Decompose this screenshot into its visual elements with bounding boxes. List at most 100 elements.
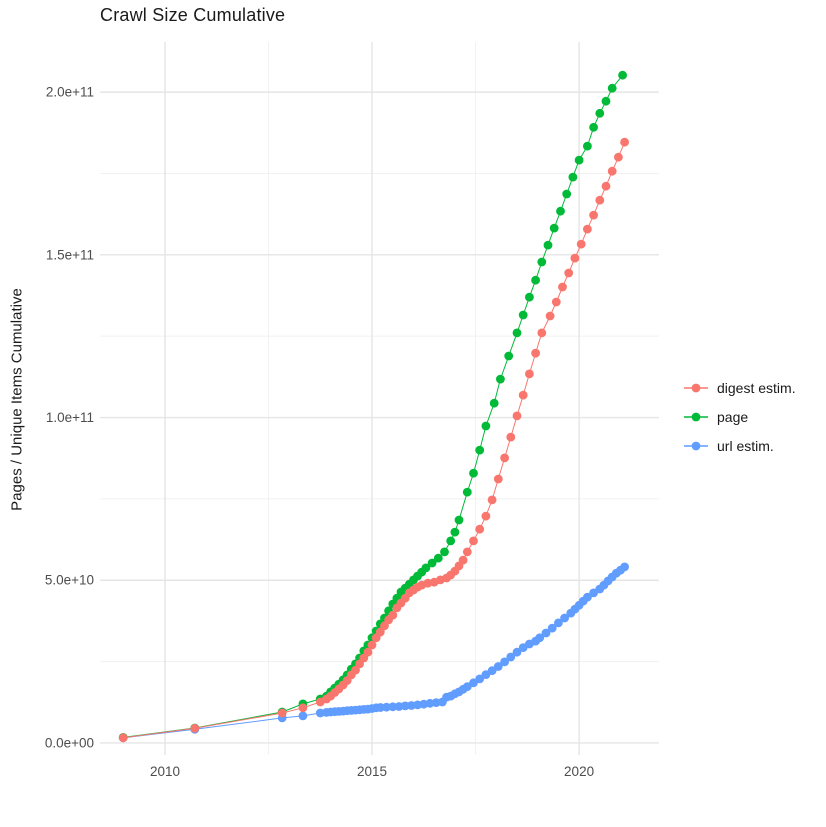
data-point: [543, 240, 553, 250]
data-point: [558, 282, 567, 292]
data-point: [541, 628, 551, 638]
data-point: [375, 703, 385, 712]
legend-item-digest-estim: digest estim.: [683, 380, 796, 396]
data-point: [446, 536, 456, 546]
data-point: [620, 137, 629, 147]
data-point: [388, 702, 398, 712]
data-point: [475, 445, 485, 455]
y-tick-label: 2.0e+11: [46, 85, 94, 100]
data-point: [537, 257, 547, 267]
data-point: [614, 152, 623, 162]
y-tick-label: 1.0e+11: [46, 410, 94, 425]
data-point: [487, 666, 497, 676]
data-point: [583, 224, 592, 234]
data-point: [518, 390, 528, 400]
data-point: [427, 558, 437, 568]
data-point: [589, 210, 598, 220]
data-point: [560, 613, 569, 623]
data-point: [512, 411, 522, 421]
data-point: [518, 310, 528, 320]
data-point: [595, 108, 605, 118]
data-point: [382, 702, 391, 712]
data-point: [481, 421, 491, 431]
legend-label-digest-estim: digest estim.: [717, 380, 796, 396]
data-point: [568, 172, 578, 182]
data-point: [298, 711, 308, 721]
data-point: [583, 141, 592, 151]
data-point: [601, 96, 611, 106]
data-point: [535, 633, 545, 643]
data-point: [525, 369, 534, 379]
data-point: [500, 657, 509, 667]
data-point: [277, 708, 287, 718]
data-point: [601, 181, 611, 191]
legend-label-page: page: [717, 409, 749, 425]
data-point: [421, 563, 431, 573]
y-tick-label: 1.5e+11: [46, 247, 94, 262]
legend-item-url-estim: url estim.: [683, 438, 796, 454]
y-tick-label: 0.0e+00: [45, 735, 94, 750]
data-point: [489, 398, 499, 408]
series-url-estim: [118, 562, 629, 743]
data-point: [475, 674, 485, 684]
data-point: [506, 432, 516, 442]
data-point: [433, 553, 443, 563]
data-point: [118, 733, 128, 743]
data-point: [595, 195, 605, 205]
data-point: [481, 511, 491, 521]
data-point: [363, 647, 373, 657]
data-point: [512, 328, 522, 338]
data-point: [469, 468, 478, 478]
data-point: [496, 374, 505, 384]
legend-label-url-estim: url estim.: [717, 438, 774, 454]
data-point: [620, 562, 629, 572]
series-digest-estim: [118, 137, 629, 743]
legend-item-page: page: [683, 409, 796, 425]
data-point: [450, 527, 460, 537]
data-point: [298, 703, 308, 713]
data-point: [454, 515, 464, 525]
data-point: [375, 627, 385, 637]
data-point: [504, 351, 514, 361]
data-point: [190, 723, 200, 733]
data-point: [462, 547, 472, 557]
y-tick-label: 5.0e+10: [45, 573, 94, 588]
data-point: [458, 555, 468, 565]
data-point: [564, 268, 574, 278]
data-point: [547, 623, 557, 633]
data-point: [537, 328, 547, 338]
data-point: [440, 547, 449, 557]
data-point: [574, 155, 584, 165]
data-point: [500, 453, 509, 463]
data-point: [545, 311, 555, 321]
legend: digest estim. page url estim.: [683, 380, 796, 454]
data-point: [469, 536, 478, 546]
data-point: [462, 487, 472, 497]
data-point: [487, 495, 497, 505]
data-point: [531, 348, 540, 358]
x-tick-label: 2010: [150, 764, 180, 779]
legend-key-page-icon: [684, 412, 708, 422]
data-point: [607, 83, 617, 93]
data-point: [576, 239, 586, 249]
data-point: [493, 662, 503, 671]
legend-key-url-estim-icon: [684, 441, 708, 451]
data-point: [388, 610, 398, 620]
data-point: [554, 618, 563, 628]
data-point: [562, 189, 572, 199]
chart-title: Crawl Size Cumulative: [100, 5, 286, 25]
data-point: [556, 206, 565, 216]
x-tick-label: 2015: [357, 764, 387, 779]
data-point: [367, 640, 377, 650]
data-point: [475, 524, 485, 534]
data-point: [551, 297, 561, 307]
x-tick-label: 2020: [564, 764, 594, 779]
data-point: [618, 70, 627, 80]
data-point: [512, 647, 522, 657]
data-point: [583, 592, 592, 602]
data-point: [493, 474, 503, 484]
legend-key-digest-estim-icon: [684, 383, 708, 393]
data-point: [525, 292, 534, 302]
